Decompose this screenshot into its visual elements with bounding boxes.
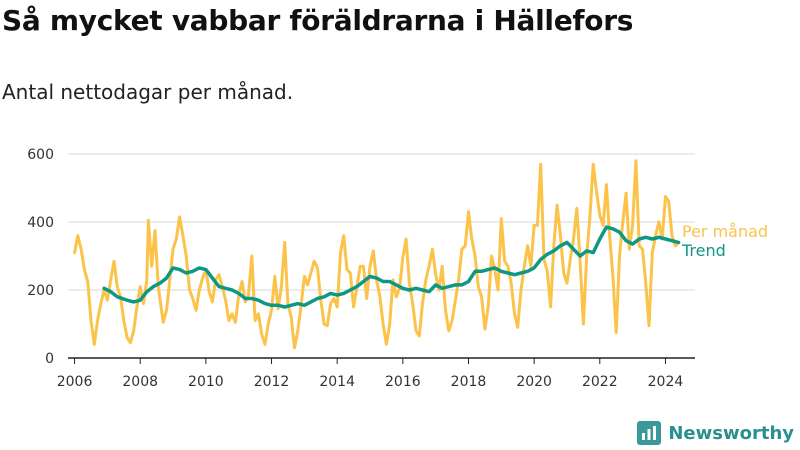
page-title: Så mycket vabbar föräldrarna i Hällefors [2, 4, 634, 37]
legend-label-monthly: Per månad [682, 222, 768, 241]
brand-name: Newsworthy [668, 422, 794, 444]
x-tick-label: 2012 [254, 374, 290, 390]
x-tick-label: 2020 [516, 374, 552, 390]
brand-logo[interactable]: Newsworthy [637, 421, 794, 445]
x-tick-label: 2018 [451, 374, 487, 390]
x-tick-label: 2022 [582, 374, 618, 390]
y-tick-label: 400 [27, 215, 54, 231]
y-tick-label: 200 [27, 283, 54, 299]
legend-label-trend: Trend [681, 241, 726, 260]
x-axis: 2006 2008 2010 2012 2014 2016 2018 2020 2022 2024 [57, 357, 695, 390]
x-tick-label: 2016 [385, 374, 421, 390]
x-tick-label: 2006 [57, 374, 93, 390]
chart-subtitle: Antal nettodagar per månad. [2, 80, 294, 104]
bar-chart-logo-icon [637, 421, 662, 445]
x-tick-label: 2010 [188, 374, 224, 390]
series-line-monthly [73, 159, 681, 350]
x-tick-label: 2014 [319, 374, 355, 390]
y-axis-ticks: 0 200 400 600 [27, 147, 54, 367]
y-tick-label: 0 [45, 351, 54, 367]
x-tick-label: 2024 [648, 374, 684, 390]
series-line-trend [102, 225, 681, 309]
y-tick-label: 600 [27, 147, 54, 163]
series-lines [73, 159, 681, 350]
x-tick-label: 2008 [122, 374, 158, 390]
